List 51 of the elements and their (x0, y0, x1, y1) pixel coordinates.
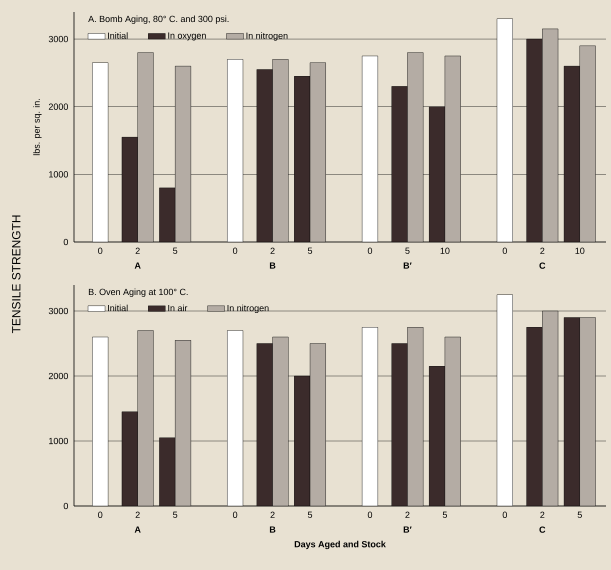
x-tick-label: 0 (98, 248, 102, 254)
y-tick-label: 0 (64, 238, 68, 246)
x-tick-label: 0 (368, 512, 372, 518)
y-tick-label: 3000 (48, 308, 68, 314)
x-tick-label: 2 (540, 512, 544, 518)
legend-label: Initial (108, 304, 128, 312)
text: B′ (404, 526, 412, 533)
text: B′ (404, 262, 412, 269)
x-tick-label: 5 (173, 248, 178, 254)
x-tick-label: 5 (308, 512, 312, 518)
text: B (270, 262, 276, 269)
y-tick-label: 0 (64, 502, 68, 510)
x-tick-label: 10 (440, 248, 450, 254)
x-tick-label: 2 (136, 512, 140, 518)
chart-title: B. Oven Aging at 100° C. (88, 288, 188, 297)
x-tick-label: 10 (575, 248, 584, 254)
y-tick-label: 2000 (48, 372, 68, 380)
y-axis-title: TENSILE STRENGTH (12, 215, 20, 334)
x-tick-label: 0 (502, 248, 507, 254)
x-tick-label: 2 (270, 248, 275, 254)
legend-label: In air (168, 304, 188, 312)
x-tick-label: 0 (368, 248, 372, 254)
x-tick-label: 0 (232, 248, 238, 254)
x-tick-label: 0 (502, 512, 507, 518)
x-tick-label: 2 (270, 512, 275, 518)
x-tick-label: 5 (405, 248, 410, 254)
chart-title: A. Bomb Aging, 80° C. and 300 psi. (88, 16, 228, 24)
y-tick-label: 1000 (49, 438, 68, 444)
x-axis-title: Days Aged and Stock (294, 540, 386, 550)
x-tick-label: 0 (232, 512, 238, 518)
y-tick-label: 3000 (48, 36, 68, 42)
x-tick-label: 5 (578, 512, 582, 518)
legend-label: In oxygen (168, 32, 206, 40)
text: C (539, 262, 546, 269)
x-tick-label: 2 (136, 248, 140, 254)
legend-label: In nitrogen (228, 304, 269, 314)
x-tick-label: 5 (442, 512, 448, 518)
text: B (270, 526, 276, 533)
y-axis-title: lbs. per sq. in. (33, 99, 42, 156)
y-tick-label: 1000 (49, 171, 68, 178)
y-tick-label: 2000 (48, 104, 68, 110)
legend-label: Initial (108, 32, 128, 39)
x-tick-label: 2 (405, 512, 410, 518)
text: A (134, 526, 141, 533)
x-tick-label: 2 (540, 248, 544, 254)
x-tick-label: 0 (98, 512, 102, 518)
text: A (134, 262, 141, 269)
text: C (539, 526, 546, 533)
x-tick-label: 5 (308, 248, 312, 254)
x-tick-label: 5 (173, 512, 178, 518)
legend-label: In nitrogen (246, 32, 288, 41)
